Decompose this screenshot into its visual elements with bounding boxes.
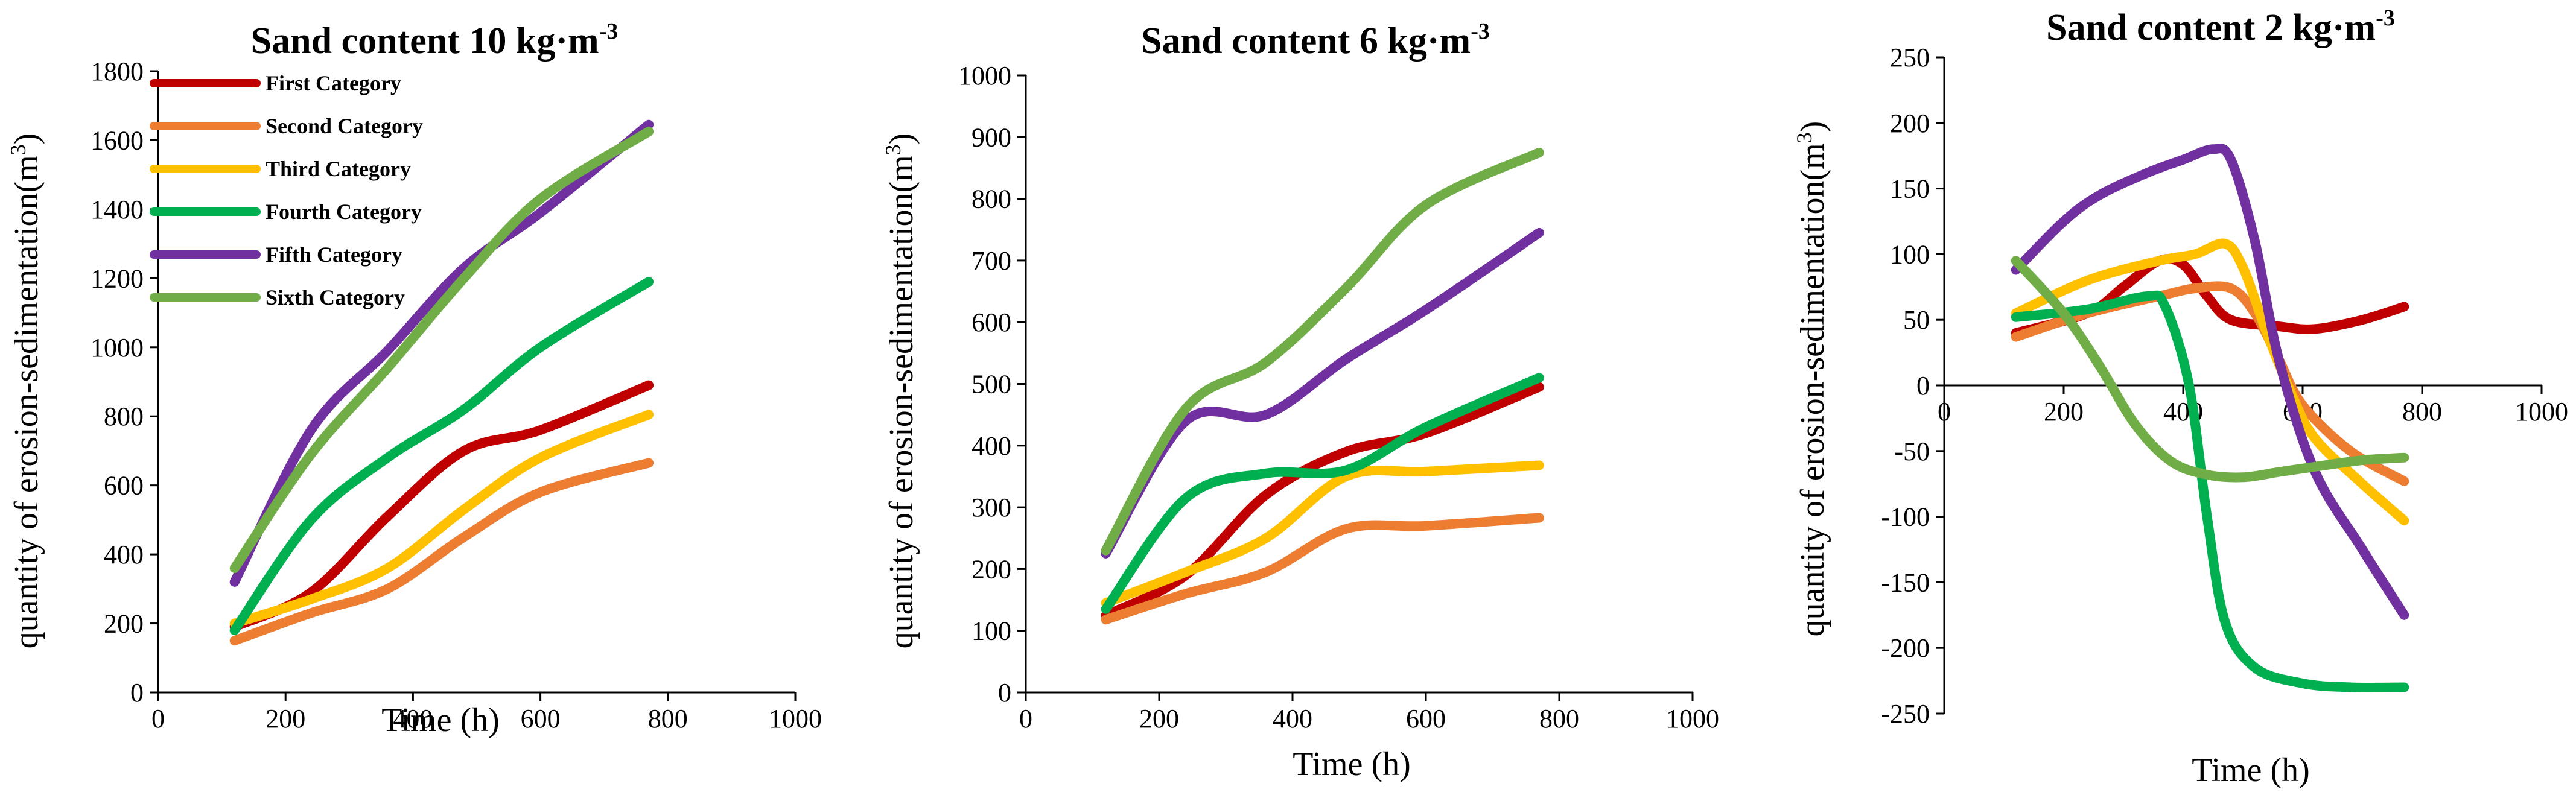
x-tick-label: 200 <box>2044 397 2084 426</box>
chart-10-ylabel: quantity of erosion-sedimentation(m3) <box>6 133 45 649</box>
y-tick-label: 250 <box>1890 43 1930 72</box>
x-tick-label: 600 <box>1406 704 1446 733</box>
y-tick-label: 200 <box>104 609 144 639</box>
chart-6: Sand content 6 kg·m-3 0 100 200 300 400 500 60… <box>881 19 1719 783</box>
chart-10-lines <box>229 119 654 646</box>
x-tick-label: 1000 <box>2515 397 2568 426</box>
legend-label-first-category: First Category <box>266 71 401 95</box>
chart-2-lines <box>2011 144 2409 692</box>
x-tick-label: 1000 <box>769 704 822 733</box>
chart-6-xlabel: Time (h) <box>1293 746 1411 783</box>
y-tick-label: 1200 <box>91 264 144 293</box>
series-line-fifth-category <box>2011 144 2409 620</box>
x-tick-label: 200 <box>266 704 305 733</box>
y-tick-label: 600 <box>104 471 144 501</box>
y-tick-label: 900 <box>972 122 1011 152</box>
chart-10-axes: 0 200 400 600 800 1000 1200 1400 1600 1800 0 200 400… <box>91 57 822 733</box>
chart-2-ylabel: quantity of erosion-sedimentation(m3) <box>1792 121 1831 637</box>
y-tick-label: 500 <box>972 370 1011 399</box>
chart-10-xlabel: Time (h) <box>381 701 500 739</box>
y-tick-label: -250 <box>1881 699 1930 729</box>
chart-2: Sand content 2 kg·m-3 -250 -200 -150 -100 -5… <box>1792 5 2568 789</box>
legend-label-sixth-category: Sixth Category <box>266 285 405 309</box>
y-tick-label: 200 <box>1890 109 1930 138</box>
x-tick-label: 800 <box>648 704 688 733</box>
y-tick-label: 1000 <box>91 333 144 363</box>
x-tick-label: 0 <box>1938 397 1951 426</box>
y-tick-label: 1400 <box>91 195 144 224</box>
x-tick-label: 800 <box>2402 397 2442 426</box>
legend-label-fourth-category: Fourth Category <box>266 200 422 224</box>
x-tick-label: 600 <box>521 704 561 733</box>
y-tick-label: 300 <box>972 493 1011 522</box>
y-tick-label: 50 <box>1903 305 1930 335</box>
series-line-fourth-category <box>229 277 654 635</box>
y-tick-label: -200 <box>1881 633 1930 663</box>
y-tick-label: 150 <box>1890 174 1930 204</box>
y-tick-label: 1600 <box>91 125 144 155</box>
legend-label-third-category: Third Category <box>266 157 411 181</box>
y-tick-label: 800 <box>104 402 144 431</box>
series-line-fifth-category <box>1101 227 1544 559</box>
y-tick-label: 700 <box>972 246 1011 276</box>
series-line-fourth-category <box>2011 290 2409 692</box>
legend-label-second-category: Second Category <box>266 114 423 138</box>
x-tick-label: 0 <box>151 704 165 733</box>
y-tick-label: 100 <box>1890 239 1930 269</box>
chart-10: Sand content 10 kg·m-3 0 200 400 600 800 1000… <box>6 19 822 739</box>
legend-label-fifth-category: Fifth Category <box>266 242 402 267</box>
y-tick-label: 400 <box>972 431 1011 461</box>
chart-6-ylabel: quantity of erosion-sedimentation(m3) <box>881 133 920 649</box>
y-tick-label: -50 <box>1894 437 1930 466</box>
series-line-first-category <box>229 380 654 632</box>
chart-10-title: Sand content 10 kg·m-3 <box>251 19 619 62</box>
y-tick-label: 200 <box>972 554 1011 584</box>
chart-2-title: Sand content 2 kg·m-3 <box>2046 5 2395 48</box>
chart-6-lines <box>1101 147 1544 625</box>
y-tick-label: 100 <box>972 616 1011 646</box>
chart-10-legend: First Category Second Category Third Categ… <box>150 71 423 309</box>
y-tick-label: 400 <box>104 540 144 569</box>
series-line-second-category <box>1101 513 1544 625</box>
x-tick-label: 1000 <box>1666 704 1719 733</box>
x-tick-label: 400 <box>1273 704 1312 733</box>
chart-2-xlabel: Time (h) <box>2192 752 2310 789</box>
series-line-sixth-category <box>2011 256 2409 483</box>
y-tick-label: 800 <box>972 185 1011 214</box>
chart-6-title: Sand content 6 kg·m-3 <box>1141 19 1490 62</box>
series-line-third-category <box>1101 460 1544 608</box>
series-line-third-category <box>229 410 654 628</box>
x-tick-label: 400 <box>393 704 433 733</box>
y-tick-label: 1000 <box>958 61 1011 90</box>
series-line-second-category <box>229 458 654 646</box>
y-tick-label: 0 <box>1916 371 1930 400</box>
series-line-fifth-category <box>229 119 654 587</box>
x-tick-label: 0 <box>1019 704 1032 733</box>
x-tick-label: 200 <box>1139 704 1179 733</box>
x-tick-label: 800 <box>1539 704 1579 733</box>
chart-6-axes: 0 100 200 300 400 500 600 700 800 900 1000 0 200 400 6… <box>958 61 1719 733</box>
y-tick-label: -150 <box>1881 568 1930 597</box>
y-tick-label: 0 <box>130 678 144 708</box>
y-tick-label: 1800 <box>91 57 144 86</box>
y-tick-label: -100 <box>1881 502 1930 532</box>
y-tick-label: 0 <box>998 678 1011 708</box>
series-line-sixth-category <box>1101 147 1544 556</box>
series-line-fourth-category <box>1101 373 1544 614</box>
series-line-sixth-category <box>229 127 654 573</box>
series-line-third-category <box>2011 238 2409 526</box>
y-tick-label: 600 <box>972 308 1011 337</box>
